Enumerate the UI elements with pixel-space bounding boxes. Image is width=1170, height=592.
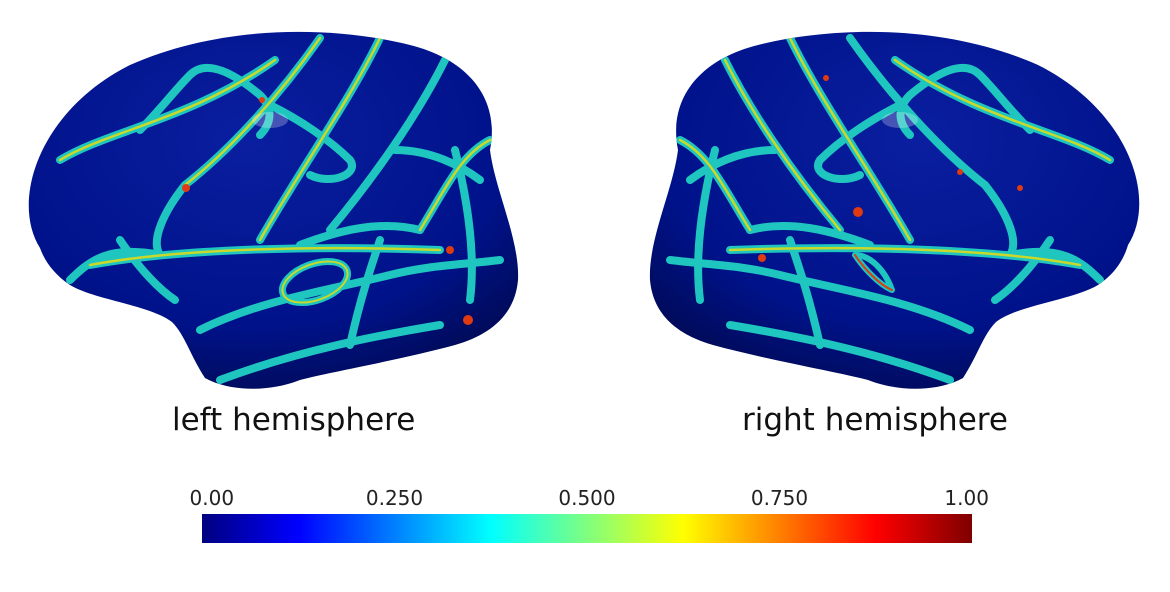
right-hemisphere-label: right hemisphere (742, 402, 1008, 438)
colorbar (202, 514, 972, 543)
left-hemisphere-surface (28, 31, 519, 389)
right-hemisphere-surface (649, 31, 1140, 389)
colorbar-tick-label: 1.00 (944, 486, 989, 510)
left-hemisphere-label: left hemisphere (172, 402, 416, 438)
colorbar-tick-label: 0.00 (189, 486, 235, 510)
colorbar-tick-label: 0.750 (750, 486, 809, 510)
colorbar-tick-label: 0.500 (558, 486, 616, 510)
colorbar-tick-label: 0.250 (365, 486, 424, 510)
